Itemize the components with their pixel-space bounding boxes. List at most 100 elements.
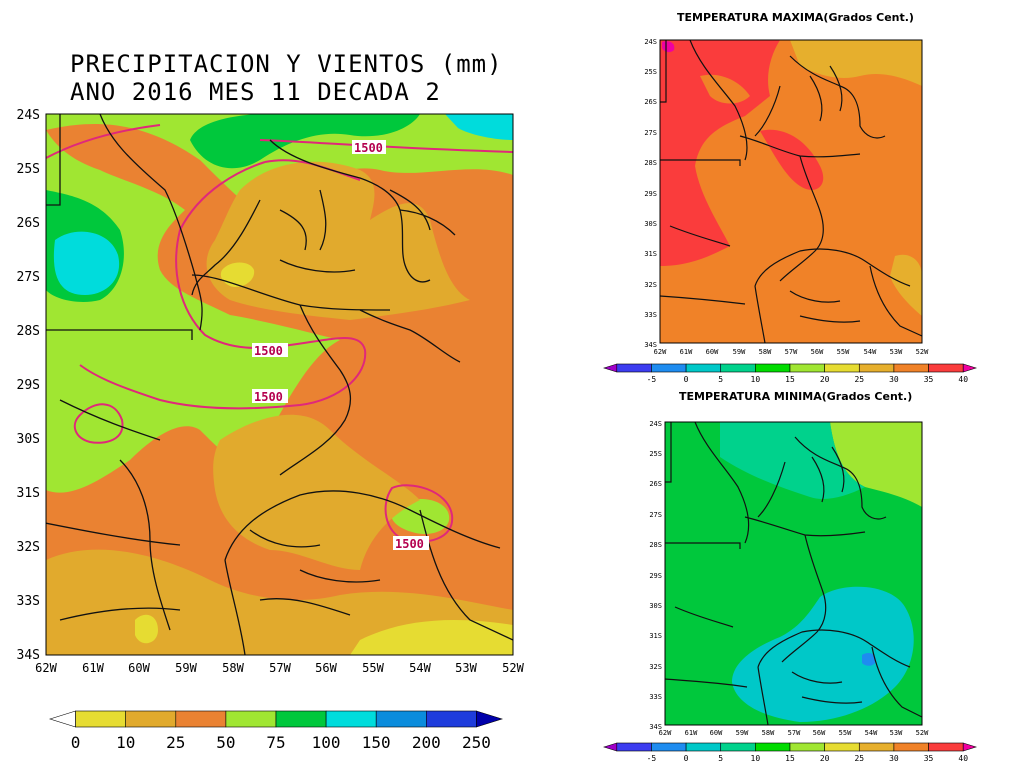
lon-label: 58W [759, 348, 772, 356]
lat-label: 27S [17, 270, 40, 285]
tmax-region-25-30 [790, 40, 922, 316]
precip-colorbar-segments [48, 710, 504, 728]
lon-label: 53W [890, 729, 903, 737]
contour-label-1: 1500 [352, 140, 386, 155]
colorbar-tick-label: 5 [718, 375, 723, 384]
lat-label: 25S [649, 450, 662, 458]
colorbar-end-cap [48, 710, 76, 728]
colorbar-end-cap [602, 363, 618, 373]
lon-label: 58W [762, 729, 775, 737]
lat-label: 26S [644, 98, 657, 106]
colorbar-tick-label: 250 [462, 733, 491, 752]
colorbar-segment [75, 710, 126, 728]
lon-label: 60W [706, 348, 719, 356]
colorbar-tick-label: 40 [958, 754, 968, 763]
colorbar-segment [928, 742, 964, 752]
lon-label: 62W [654, 348, 667, 356]
colorbar-segment [893, 363, 929, 373]
tmax-boundaries [660, 40, 922, 343]
colorbar-tick-label: 40 [958, 375, 968, 384]
tmax-lon-axis: 62W 61W 60W 59W 58W 57W 56W 55W 54W 53W … [654, 348, 929, 356]
colorbar-tick-label: 20 [820, 754, 830, 763]
tmax-region-35-40 [660, 40, 824, 266]
lat-label: 32S [649, 663, 662, 671]
colorbar-tick-label: 30 [889, 754, 899, 763]
main-map-title-line1: PRECIPITACION Y VIENTOS (mm) [70, 50, 503, 78]
tmin-boundaries [665, 422, 922, 725]
tmax-lat-axis: 24S 25S 26S 27S 28S 29S 30S 31S 32S 33S … [644, 38, 657, 349]
tmin-title: TEMPERATURA MINIMA(Grados Cent.) [679, 390, 913, 403]
colorbar-tick-label: -5 [647, 754, 657, 763]
colorbar-tick-label: 50 [216, 733, 235, 752]
lon-label: 61W [680, 348, 693, 356]
tmax-region-40-plus [662, 41, 675, 53]
lat-label: 25S [644, 68, 657, 76]
lon-label: 52W [916, 348, 929, 356]
colorbar-segment [893, 742, 929, 752]
tmin-map: 24S 25S 26S 27S 28S 29S 30S 31S 32S 33S … [649, 420, 929, 737]
colorbar-segment [858, 363, 895, 373]
main-map-frame [45, 113, 514, 656]
lon-label: 62W [35, 661, 57, 675]
colorbar-segment [928, 363, 964, 373]
contour-label-2-text: 1500 [254, 344, 283, 358]
tmin-frame [664, 421, 923, 726]
lat-label: 31S [17, 486, 40, 501]
lat-label: 33S [17, 594, 40, 609]
lon-label: 56W [315, 661, 337, 675]
lon-label: 61W [685, 729, 698, 737]
tmax-colorbar: -5 0 5 10 15 20 25 30 35 40 [602, 363, 978, 384]
precip-region-0-25-south [135, 614, 513, 655]
main-lat-axis: 24S 25S 26S 27S 28S 29S 30S 31S 32S 33S … [17, 108, 40, 663]
colorbar-tick-label: 25 [854, 754, 864, 763]
contour-label-4-text: 1500 [395, 537, 424, 551]
lon-label: 56W [811, 348, 824, 356]
lat-label: 31S [649, 632, 662, 640]
lat-label: 24S [649, 420, 662, 428]
colorbar-end-cap [476, 710, 504, 728]
lat-label: 24S [644, 38, 657, 46]
lat-label: 26S [17, 216, 40, 231]
colorbar-segment [685, 742, 722, 752]
lon-label: 59W [733, 348, 746, 356]
colorbar-tick-label: 35 [924, 754, 934, 763]
colorbar-tick-label: 10 [751, 754, 761, 763]
tmin-lat-axis: 24S 25S 26S 27S 28S 29S 30S 31S 32S 33S … [649, 420, 662, 731]
colorbar-segment [755, 742, 791, 752]
lat-label: 34S [644, 341, 657, 349]
main-map: 1500 1500 1500 1500 24S 25S 26S 27S 28S … [17, 108, 525, 675]
precip-region-50-75 [46, 114, 513, 493]
colorbar-segment [824, 742, 860, 752]
lat-label: 33S [644, 311, 657, 319]
lon-label: 59W [736, 729, 749, 737]
colorbar-segment [425, 710, 477, 728]
colorbar-segment [175, 710, 227, 728]
main-map-boundaries [46, 114, 513, 655]
colorbar-segment [685, 363, 722, 373]
lat-label: 30S [17, 432, 40, 447]
colorbar-tick-label: 10 [116, 733, 135, 752]
precip-region-100-150 [53, 114, 513, 295]
lat-label: 27S [644, 129, 657, 137]
lon-label: 54W [409, 661, 431, 675]
lon-label: 54W [864, 348, 877, 356]
tmin-region-10-15 [732, 586, 914, 722]
colorbar-segment [789, 742, 825, 752]
tmin-colorbar-labels: -5 0 5 10 15 20 25 30 35 40 [647, 754, 969, 763]
colorbar-tick-label: 0 [684, 375, 689, 384]
precip-region-25-50-north [206, 161, 470, 320]
colorbar-tick-label: 25 [854, 375, 864, 384]
colorbar-tick-label: 25 [166, 733, 185, 752]
contour-label-4: 1500 [393, 536, 429, 551]
colorbar-segment [616, 742, 652, 752]
colorbar-tick-label: 5 [718, 754, 723, 763]
tmin-lon-axis: 62W 61W 60W 59W 58W 57W 56W 55W 54W 53W … [659, 729, 929, 737]
lon-label: 53W [455, 661, 477, 675]
lat-label: 28S [644, 159, 657, 167]
contour-label-3-text: 1500 [254, 390, 283, 404]
colorbar-tick-label: 0 [71, 733, 81, 752]
lon-label: 57W [785, 348, 798, 356]
lat-label: 34S [17, 648, 40, 663]
lon-label: 52W [502, 661, 524, 675]
lat-label: 33S [649, 693, 662, 701]
